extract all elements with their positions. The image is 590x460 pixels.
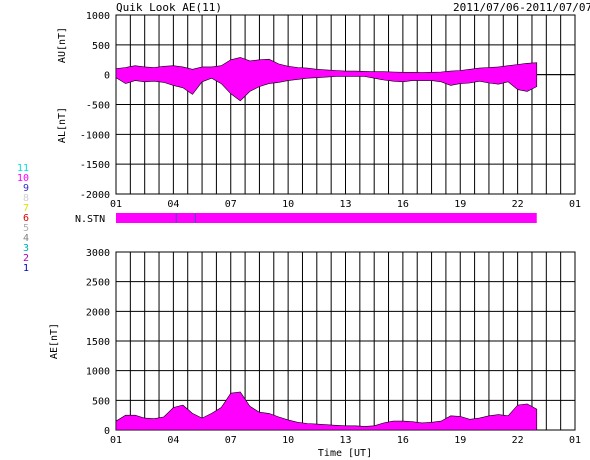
y-tick-label: -500 [86,101,110,112]
time-axis-label: Time [UT] [318,448,372,459]
y-tick-label: 0 [104,426,110,437]
x-tick-label: 22 [512,199,524,210]
y-tick-label: 0 [104,71,110,82]
y-tick-label: 1000 [86,11,110,22]
x-tick-label: 19 [454,435,466,446]
x-tick-label: 04 [167,199,179,210]
legend-item-station-5: 5 [23,223,30,234]
x-tick-label: 01 [569,199,581,210]
y-tick-label: 2000 [86,307,110,318]
n-stn-panel: N.STN [75,213,537,225]
n-stn-bar [116,213,537,223]
x-tick-label: 10 [282,435,294,446]
plot-title: Quik Look AE(11) [116,1,222,14]
legend-item-station-3: 3 [23,243,30,254]
y-tick-label: -1000 [80,130,110,141]
date-range: 2011/07/06-2011/07/07 [453,1,590,14]
x-tick-label: 16 [397,435,409,446]
legend-item-station-9: 9 [23,183,30,194]
y-tick-label: 3000 [86,248,110,259]
legend-item-station-11: 11 [17,163,30,174]
legend-item-station-7: 7 [23,203,30,214]
x-tick-label: 19 [454,199,466,210]
x-tick-label: 16 [397,199,409,210]
al-axis-label: AL[nT] [57,107,68,143]
au-axis-label: AU[nT] [57,27,68,63]
x-tick-label: 04 [167,435,179,446]
y-tick-label: -2000 [80,190,110,201]
legend-item-station-4: 4 [23,233,30,244]
x-tick-label: 07 [225,435,237,446]
x-tick-label: 01 [569,435,581,446]
y-tick-label: -1500 [80,160,110,171]
ae-axis-label: AE[nT] [49,323,60,359]
x-tick-label: 13 [339,435,351,446]
au-al-panel: 01 04 07 10 13 16 19 22 01 1000 500 0 -500 -1000 -1500… [57,11,581,210]
ae-panel: 01 04 07 10 13 16 19 22 01 3000 2500 2000 1500 1000 50… [49,248,581,459]
x-tick-label: 07 [225,199,237,210]
y-tick-label: 500 [92,396,110,407]
legend-item-station-2: 2 [23,253,30,264]
ae-area [115,391,538,431]
x-tick-label: 10 [282,199,294,210]
au-al-area [115,57,538,102]
y-tick-label: 1000 [86,367,110,378]
x-tick-label: 01 [110,435,122,446]
legend-item-station-10: 10 [17,173,30,184]
legend-item-station-1: 1 [23,263,30,274]
y-tick-label: 1500 [86,337,110,348]
y-tick-label: 2500 [86,278,110,289]
x-tick-label: 01 [110,199,122,210]
n-stn-label: N.STN [75,214,105,225]
x-tick-label: 13 [339,199,351,210]
x-tick-label: 22 [512,435,524,446]
legend-item-station-6: 6 [23,213,30,224]
legend-item-station-8: 8 [23,193,30,204]
y-tick-label: 500 [92,41,110,52]
